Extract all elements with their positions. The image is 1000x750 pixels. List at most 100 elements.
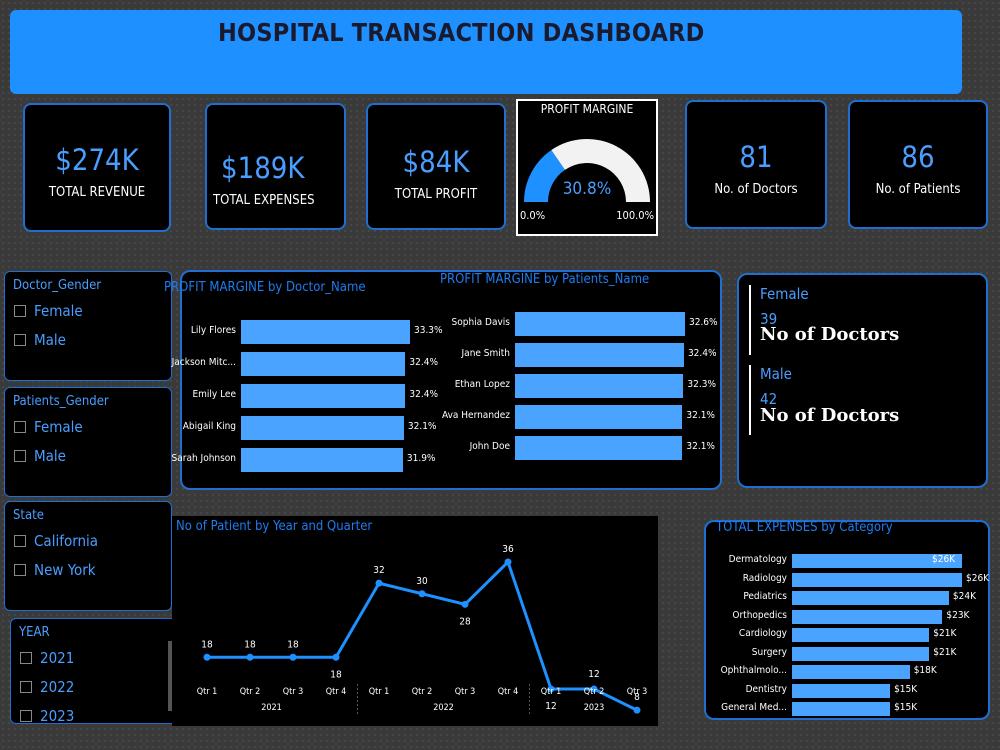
kpi-card-total-profit[interactable]: $84K TOTAL PROFIT xyxy=(366,103,506,230)
data-point[interactable] xyxy=(461,600,469,608)
bar[interactable] xyxy=(792,591,949,605)
checkbox[interactable] xyxy=(14,450,26,462)
bar-value-label: 32.6% xyxy=(689,317,718,328)
kpi-value: $189K xyxy=(221,151,305,185)
data-point[interactable] xyxy=(418,590,426,598)
checkbox[interactable] xyxy=(14,421,26,433)
data-point[interactable] xyxy=(375,579,383,587)
gauge-fill xyxy=(524,150,565,202)
kpi-value: 81 xyxy=(739,140,773,174)
bar-value-label: 33.3% xyxy=(414,325,443,336)
x-group-label: 2023 xyxy=(584,703,605,713)
bar-value-label: $24K xyxy=(952,591,976,602)
male-heading: Male xyxy=(760,365,792,383)
slicer-option-2023[interactable]: 2023 xyxy=(20,707,74,723)
data-label: 18 xyxy=(201,639,213,650)
bar[interactable] xyxy=(241,448,403,472)
data-label: 12 xyxy=(545,701,556,712)
x-tick-label: Qtr 2 xyxy=(412,687,433,697)
slicer-option-2022[interactable]: 2022 xyxy=(20,678,74,696)
profit-margin-gauge-card[interactable]: PROFIT MARGINE 30.8% 0.0% 100.0% xyxy=(516,99,658,236)
checkbox[interactable] xyxy=(20,652,32,664)
bar-value-label: $21K xyxy=(933,646,957,658)
data-point[interactable] xyxy=(504,558,512,566)
bar[interactable] xyxy=(792,628,930,642)
patients-line-chart: 18 Qtr 1 18 Qtr 2 18 Qtr 3 18 Qtr 4 32 Qtr 1 30 Qtr… xyxy=(197,544,648,716)
x-group-label: 2022 xyxy=(433,703,454,713)
male-doctor-count: 42 xyxy=(760,390,778,408)
slicer-option-california[interactable]: California xyxy=(14,532,98,550)
checkbox[interactable] xyxy=(14,564,26,576)
slicer-option-female[interactable]: Female xyxy=(14,418,83,436)
slicer-doctor-gender: Doctor_Gender Female Male xyxy=(4,271,172,381)
stats-divider xyxy=(749,285,751,355)
bar-value-label: $18K xyxy=(913,665,937,676)
bar-category-label: Sophia Davis xyxy=(451,317,510,328)
checkbox[interactable] xyxy=(20,681,32,693)
bar-category-label: Emily Lee xyxy=(192,389,236,400)
slicer-year: YEAR 2021 2022 2023 xyxy=(10,618,178,724)
kpi-card-total-expenses[interactable]: $189K TOTAL EXPENSES xyxy=(205,103,346,230)
bar[interactable] xyxy=(792,702,891,716)
data-point[interactable] xyxy=(332,653,340,661)
bar[interactable] xyxy=(792,665,910,679)
x-tick-label: Qtr 4 xyxy=(498,687,519,697)
slicer-option-2021[interactable]: 2021 xyxy=(20,649,74,667)
female-doctor-label: No of Doctors xyxy=(760,324,900,345)
bar-category-label: Jackson Mitc... xyxy=(171,357,236,368)
chart-title-expenses: TOTAL EXPENSES by Category xyxy=(716,520,893,535)
bar-value-label: $26K xyxy=(966,572,990,584)
bar[interactable] xyxy=(515,436,683,460)
kpi-card-doctors[interactable]: 81 No. of Doctors xyxy=(685,100,827,229)
kpi-card-patients[interactable]: 86 No. of Patients xyxy=(848,100,988,229)
bar[interactable] xyxy=(515,405,683,429)
bar-value-label: 32.3% xyxy=(687,379,716,390)
slicer-option-new-york[interactable]: New York xyxy=(14,561,96,579)
bar[interactable] xyxy=(515,374,684,398)
bar-category-label: Cardiology xyxy=(738,628,787,639)
female-doctor-count: 39 xyxy=(760,310,778,328)
data-point[interactable] xyxy=(289,653,297,661)
bar[interactable] xyxy=(515,312,685,336)
bar-category-label: Ethan Lopez xyxy=(454,379,510,390)
slicer-option-female[interactable]: Female xyxy=(14,302,83,320)
gauge-chart xyxy=(524,139,650,202)
gauge-min-label: 0.0% xyxy=(520,209,546,222)
bar[interactable] xyxy=(241,320,410,344)
data-point[interactable] xyxy=(547,685,555,693)
kpi-card-total-revenue[interactable]: $274K TOTAL REVENUE xyxy=(23,103,171,232)
bar[interactable] xyxy=(792,609,943,624)
slicer-option-male[interactable]: Male xyxy=(14,447,66,465)
bar-category-label: Surgery xyxy=(751,646,787,658)
bar[interactable] xyxy=(792,572,962,587)
data-point[interactable] xyxy=(633,706,641,714)
bar[interactable] xyxy=(792,554,962,568)
data-label: 32 xyxy=(373,565,384,576)
x-tick-label: Qtr 2 xyxy=(584,687,605,697)
bar[interactable] xyxy=(792,683,891,698)
bar[interactable] xyxy=(792,646,930,661)
bar[interactable] xyxy=(241,352,406,376)
checkbox[interactable] xyxy=(20,710,32,722)
checkbox[interactable] xyxy=(14,535,26,547)
bar[interactable] xyxy=(515,343,684,367)
gauge-title: PROFIT MARGINE xyxy=(540,102,634,116)
checkbox[interactable] xyxy=(14,334,26,346)
data-point[interactable] xyxy=(246,653,254,661)
bar[interactable] xyxy=(241,416,404,440)
scrollbar[interactable] xyxy=(168,641,173,711)
checkbox[interactable] xyxy=(14,305,26,317)
data-point[interactable] xyxy=(590,685,598,693)
bar[interactable] xyxy=(241,384,406,408)
slicer-option-male[interactable]: Male xyxy=(14,331,66,349)
male-doctor-label: No of Doctors xyxy=(760,405,900,426)
x-tick-label: Qtr 3 xyxy=(627,687,648,697)
x-tick-label: Qtr 2 xyxy=(240,687,261,697)
bar-category-label: Radiology xyxy=(742,572,787,584)
bar-value-label: 32.1% xyxy=(686,441,715,452)
bar-category-label: Pediatrics xyxy=(743,591,787,602)
bar-category-label: General Med... xyxy=(721,702,787,713)
bar-value-label: $26K xyxy=(932,554,956,565)
data-point[interactable] xyxy=(203,653,211,661)
bar-value-label: 32.1% xyxy=(407,421,437,432)
